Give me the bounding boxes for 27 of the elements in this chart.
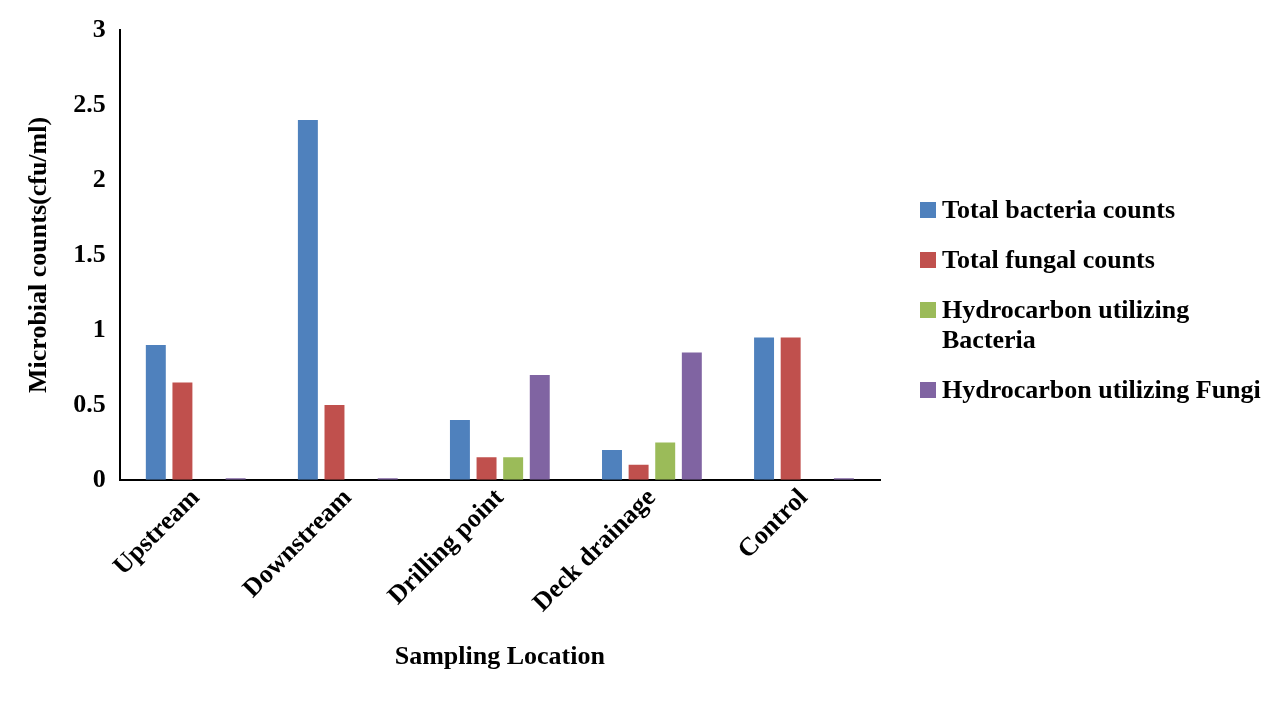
y-tick-label: 1.5 — [73, 238, 106, 268]
y-tick-label: 1 — [92, 313, 106, 343]
bar — [172, 382, 193, 480]
bar — [529, 374, 550, 480]
bar — [655, 442, 676, 480]
bar — [628, 464, 649, 480]
bar — [145, 344, 166, 480]
bar — [449, 419, 470, 480]
bar — [754, 337, 775, 480]
x-axis-title: Sampling Location — [394, 641, 606, 671]
bar — [476, 457, 497, 480]
legend-label: Hydrocarbon utilizing Fungi — [942, 375, 1261, 405]
bar — [297, 119, 318, 480]
y-tick-label: 0 — [92, 463, 106, 493]
y-tick-label: 2 — [92, 163, 106, 193]
y-tick-label: 3 — [92, 13, 106, 43]
legend-label: Total fungal counts — [942, 245, 1155, 275]
bar — [780, 337, 801, 480]
bar — [324, 404, 345, 480]
y-tick-label: 0.5 — [73, 388, 106, 418]
y-axis-title: Microbial counts(cfu/ml) — [23, 116, 53, 393]
legend-label: Total bacteria counts — [942, 195, 1176, 225]
bar — [602, 449, 622, 480]
bar — [681, 352, 702, 480]
bar — [503, 457, 524, 480]
y-tick-label: 2.5 — [73, 88, 106, 118]
legend-label: Hydrocarbon utilizing Bacteria — [942, 295, 1191, 355]
